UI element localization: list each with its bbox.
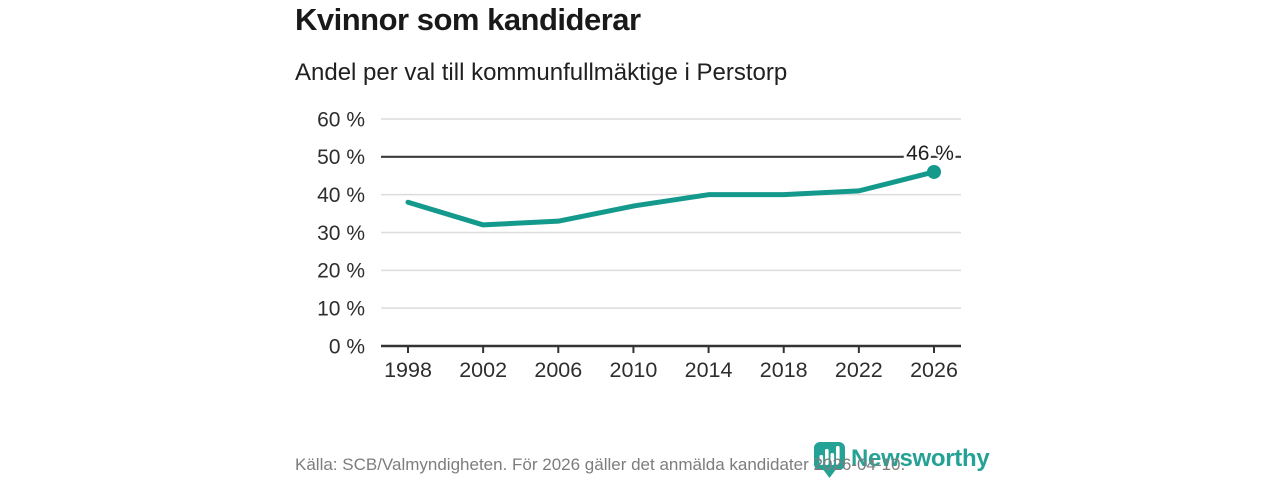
y-tick-label: 30 % [317, 222, 365, 245]
y-tick-label: 40 % [317, 184, 365, 207]
end-point-marker [927, 164, 941, 179]
source-note: Källa: SCB/Valmyndigheten. För 2026 gäll… [295, 455, 906, 474]
x-tick-label: 1998 [384, 358, 432, 382]
newsworthy-wordmark: Newsworthy [851, 445, 990, 472]
line-chart-svg: 0 % 10 % 20 % 30 % 40 % 50 % 60 % 1998 2002 2006 2… [317, 108, 961, 382]
data-line [405, 169, 937, 228]
newsworthy-logo: Newsworthy [813, 441, 990, 484]
x-tick-label: 2010 [610, 358, 658, 382]
y-tick-label: 10 % [317, 298, 365, 321]
y-tick-label: 20 % [317, 260, 365, 283]
y-tick-label: 0 % [329, 335, 365, 358]
x-tick-label: 2006 [534, 358, 582, 382]
y-tick-label: 60 % [317, 108, 365, 131]
x-tick-label: 2002 [459, 358, 507, 382]
x-tick-label: 2026 [910, 358, 958, 382]
end-value-label: 46 % [906, 142, 954, 165]
x-tick-label: 2022 [835, 358, 883, 382]
chart-subtitle: Andel per val till kommunfullmäktige i P… [295, 59, 788, 86]
x-tick-label: 2018 [760, 358, 808, 382]
chart-title: Kvinnor som kandiderar [295, 2, 641, 37]
newsworthy-logo-icon [813, 441, 846, 484]
x-tick-label: 2014 [685, 358, 733, 382]
y-tick-label: 50 % [317, 146, 365, 169]
line-chart: 0 % 10 % 20 % 30 % 40 % 50 % 60 % 1998 2002 2006 2… [290, 105, 990, 405]
